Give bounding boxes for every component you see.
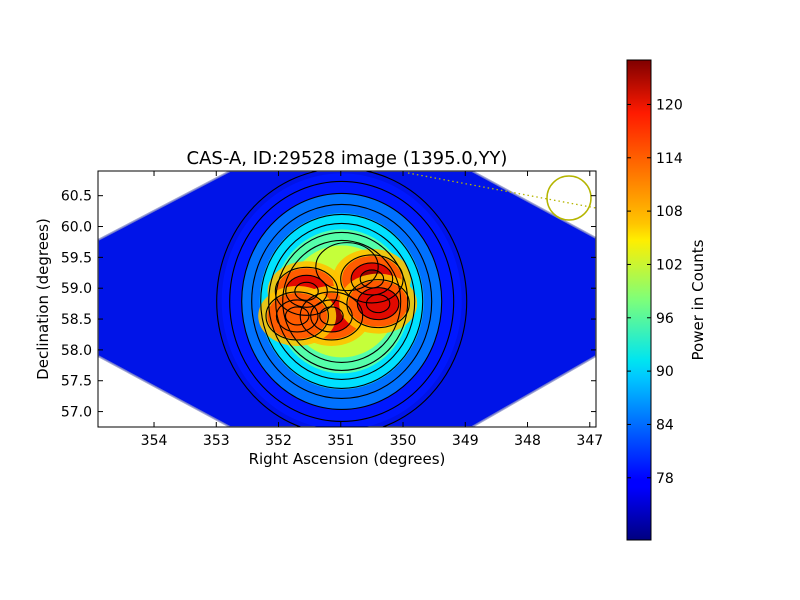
- chart-title: CAS-A, ID:29528 image (1395.0,YY): [187, 148, 508, 169]
- y-tick-label: 58.0: [61, 343, 92, 359]
- plot-area: [98, 171, 596, 427]
- x-tick-label: 353: [203, 433, 230, 449]
- x-tick-label: 354: [141, 433, 168, 449]
- beam-marker-circle: [546, 175, 592, 221]
- y-axis-label: Declination (degrees): [34, 218, 52, 380]
- x-tick-label: 350: [390, 433, 417, 449]
- contour-source-2-2: [284, 306, 310, 326]
- x-tick-label: 349: [452, 433, 479, 449]
- contour-ring-2: [241, 192, 443, 410]
- contour-ring-3: [251, 203, 433, 399]
- y-tick-label: 60.5: [61, 189, 92, 205]
- contour-lines: [216, 171, 468, 427]
- y-tick-label: 58.5: [61, 312, 92, 328]
- colorbar-tick-label: 78: [656, 471, 674, 487]
- colorbar-tick-label: 114: [656, 151, 683, 167]
- x-tick-label: 348: [514, 433, 541, 449]
- y-tick-label: 59.0: [61, 281, 92, 297]
- colorbar-label: Power in Counts: [689, 239, 707, 360]
- colorbar-ticks: 78 84 90 96 102 108 114 120: [627, 97, 683, 487]
- y-tick-label: 59.5: [61, 250, 92, 266]
- colorbar: 78 84 90 96 102 108 114 120 Power in Counts: [626, 59, 707, 541]
- contour-ring-7: [282, 239, 402, 363]
- contour-source-1-1: [310, 299, 353, 333]
- contour-source-3-1: [350, 262, 394, 296]
- contour-ring-5: [268, 222, 416, 380]
- beam-marker-dotted-line: [407, 172, 596, 209]
- contour-ring-6: [275, 231, 409, 371]
- x-axis-label: Right Ascension (degrees): [249, 450, 446, 468]
- contour-ring-1: [229, 180, 455, 422]
- colorbar-tick-label: 90: [656, 364, 674, 380]
- contour-source-2-0: [265, 291, 329, 341]
- colorbar-tick-label: 108: [656, 204, 683, 220]
- colorbar-tick-label: 84: [656, 417, 674, 433]
- x-tick-label: 347: [576, 433, 603, 449]
- contour-source-0-0: [274, 266, 339, 316]
- contour-source-3-0: [340, 254, 404, 304]
- heatmap-source-4-level-2: [357, 287, 399, 320]
- contour-source-5-0: [315, 242, 379, 292]
- y-tick-label: 57.0: [61, 405, 92, 421]
- contour-source-4-0: [346, 279, 410, 329]
- contour-source-2-1: [275, 299, 319, 333]
- y-axis: 57.0 57.5 58.0 58.5 59.0 59.5 60.0 60.5: [61, 189, 596, 421]
- plot-frame: [97, 170, 597, 428]
- colorbar-tick-label: 96: [656, 311, 674, 327]
- contour-source-4-2: [365, 294, 391, 314]
- beam-marker: [407, 172, 596, 221]
- contour-source-0-1: [285, 274, 328, 308]
- colorbar-gradient: [626, 59, 652, 541]
- x-axis: 354 353 352 351 350 349 348 347: [141, 171, 603, 449]
- contour-ring-4: [260, 213, 424, 389]
- colorbar-tick-label: 120: [656, 97, 683, 113]
- y-tick-label: 57.5: [61, 374, 92, 390]
- colorbar-tick-label: 102: [656, 257, 683, 273]
- y-tick-label: 60.0: [61, 220, 92, 236]
- sky-footprint-edge-shade: [98, 171, 596, 427]
- contour-source-0-2: [294, 281, 319, 301]
- contour-ring-0: [216, 171, 468, 427]
- contour-source-4-1: [356, 287, 400, 321]
- x-tick-label: 352: [265, 433, 292, 449]
- contour-source-1-0: [299, 291, 364, 341]
- x-tick-label: 351: [327, 433, 354, 449]
- contour-source-1-2: [319, 306, 344, 326]
